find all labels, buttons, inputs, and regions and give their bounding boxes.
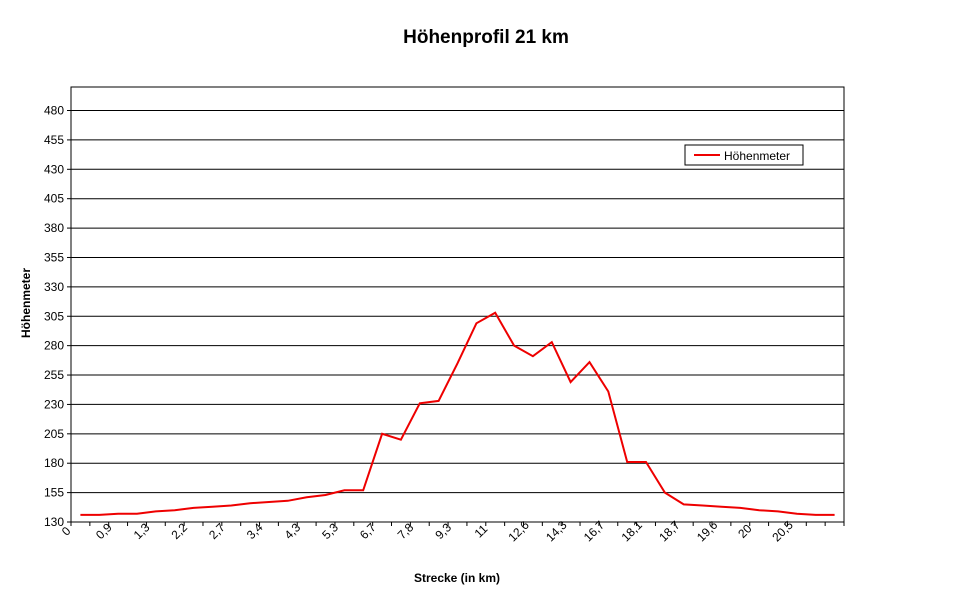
data-point: [419, 402, 421, 404]
data-point: [570, 381, 572, 383]
x-tick-label: 1,3: [131, 520, 153, 542]
data-point: [702, 505, 704, 507]
data-point: [381, 433, 383, 435]
x-tick-label: 3,4: [244, 520, 266, 542]
x-tick-label: 5,3: [319, 520, 341, 542]
data-point: [588, 361, 590, 363]
data-point: [306, 496, 308, 498]
data-point: [532, 355, 534, 357]
y-tick-label: 180: [44, 456, 64, 470]
data-point: [400, 439, 402, 441]
y-tick-label: 380: [44, 221, 64, 235]
data-point: [193, 507, 195, 509]
series-line-hoehenmeter: [80, 311, 835, 516]
y-axis-title: Höhenmeter: [19, 268, 33, 338]
data-point: [343, 489, 345, 491]
data-point: [325, 494, 327, 496]
data-point: [211, 506, 213, 508]
data-point: [777, 510, 779, 512]
x-tick-label: 2,2: [168, 520, 190, 542]
data-point: [720, 506, 722, 508]
data-point: [155, 510, 157, 512]
x-tick-label: 6,7: [357, 520, 379, 542]
x-tick-label: 7,8: [395, 520, 417, 542]
x-tick-label: 20: [735, 521, 755, 541]
y-tick-label: 355: [44, 250, 64, 264]
chart-title: Höhenprofil 21 km: [403, 27, 569, 48]
data-point: [834, 514, 836, 516]
data-point: [362, 489, 364, 491]
data-point: [287, 500, 289, 502]
data-point: [79, 514, 81, 516]
y-tick-label: 330: [44, 280, 64, 294]
y-tick-label: 255: [44, 368, 64, 382]
y-tick-label: 205: [44, 427, 64, 441]
data-point: [513, 345, 515, 347]
legend-box: [684, 144, 804, 166]
data-point: [494, 312, 496, 314]
data-point: [117, 513, 119, 515]
data-point: [475, 322, 477, 324]
data-point: [758, 509, 760, 511]
legend-label: Höhenmeter: [724, 149, 790, 163]
data-point: [815, 514, 817, 516]
data-point: [683, 503, 685, 505]
y-tick-label: 455: [44, 133, 64, 147]
y-tick-label: 155: [44, 486, 64, 500]
x-axis-title: Strecke (in km): [414, 571, 500, 585]
data-point: [268, 501, 270, 503]
legend: Höhenmeter: [684, 144, 804, 166]
x-tick-label: 2,7: [206, 520, 228, 542]
data-point: [438, 400, 440, 402]
y-tick-label: 405: [44, 192, 64, 206]
data-point: [249, 502, 251, 504]
y-tick-label: 130: [44, 515, 64, 529]
data-point: [174, 509, 176, 511]
data-point: [626, 461, 628, 463]
data-point: [230, 505, 232, 507]
data-point: [664, 492, 666, 494]
data-point: [607, 391, 609, 393]
y-tick-label: 280: [44, 339, 64, 353]
y-tick-label: 305: [44, 309, 64, 323]
data-point: [98, 514, 100, 516]
plot-border: [70, 86, 845, 523]
x-tick-label: 9,3: [432, 520, 454, 542]
x-tick-label: 0,9: [93, 520, 115, 542]
y-tick-label: 230: [44, 397, 64, 411]
x-tick-label: 11: [472, 522, 491, 541]
y-tick-label: 480: [44, 104, 64, 118]
data-point: [457, 362, 459, 364]
y-tick-label: 430: [44, 162, 64, 176]
data-point: [136, 513, 138, 515]
data-point: [796, 513, 798, 515]
data-point: [645, 461, 647, 463]
data-point: [739, 507, 741, 509]
x-tick-label: 4,3: [282, 520, 304, 542]
data-point: [551, 341, 553, 343]
